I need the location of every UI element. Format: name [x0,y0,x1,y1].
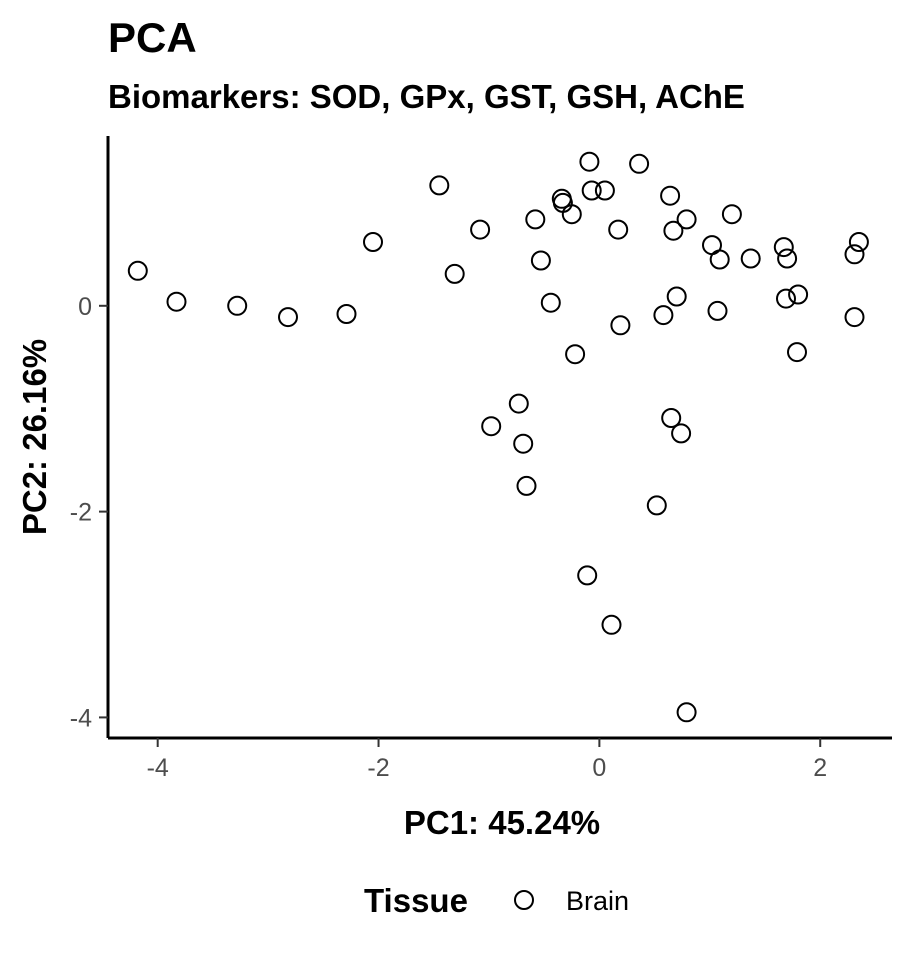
data-point [227,295,248,316]
data-point [470,219,491,240]
tick-labels: -4 -2 0 2 -4 -2 0 [70,293,827,782]
data-points [127,151,869,723]
data-point [363,232,383,252]
data-point [629,153,650,174]
x-tick-label: -4 [147,754,169,782]
data-point [561,204,582,225]
data-point [336,304,357,324]
legend-title: Tissue [364,882,468,919]
legend-key-brain [514,890,534,910]
data-point [610,315,631,336]
data-point [666,286,687,307]
data-point [166,291,187,312]
data-point [481,416,502,437]
data-point [663,220,684,241]
data-point [777,248,798,269]
data-point [429,175,450,196]
chart-title: PCA [108,14,197,61]
data-point [530,250,551,271]
data-point [660,185,681,206]
axes [99,136,892,747]
data-point [601,614,622,635]
data-point [608,219,629,240]
data-point [579,151,600,172]
data-point [787,342,807,363]
data-point [676,209,697,230]
x-axis-title: PC1: 45.24% [404,804,600,841]
y-tick-label: 0 [78,293,92,321]
data-point [661,408,682,428]
data-point [788,284,809,305]
data-point [844,307,865,328]
data-point [646,495,667,516]
data-point [581,180,602,201]
data-point [444,263,465,284]
data-point [848,232,869,252]
data-point [721,204,742,225]
data-point [278,307,298,328]
data-point [127,260,148,281]
data-point [709,249,730,270]
data-point [508,393,529,414]
data-point [594,180,615,201]
data-point [740,248,761,269]
data-point [513,433,534,454]
data-point [525,209,546,230]
data-point [565,344,586,365]
data-point [540,292,561,313]
y-tick-label: -4 [70,704,92,732]
legend-label-brain: Brain [566,886,629,916]
x-tick-label: 2 [813,754,827,782]
data-point [776,288,796,309]
y-axis-title: PC2: 26.16% [16,339,53,535]
legend: Tissue Brain [364,882,629,919]
data-point [773,237,794,258]
data-point [516,475,537,496]
x-tick-label: 0 [592,754,606,782]
data-point [577,565,598,586]
x-tick-label: -2 [367,754,389,782]
data-point [671,423,692,444]
data-point [844,244,865,265]
data-point [653,305,674,326]
chart-subtitle: Biomarkers: SOD, GPx, GST, GSH, AChE [108,78,745,115]
data-point [707,300,728,321]
y-tick-label: -2 [70,499,92,527]
data-point [676,702,697,723]
